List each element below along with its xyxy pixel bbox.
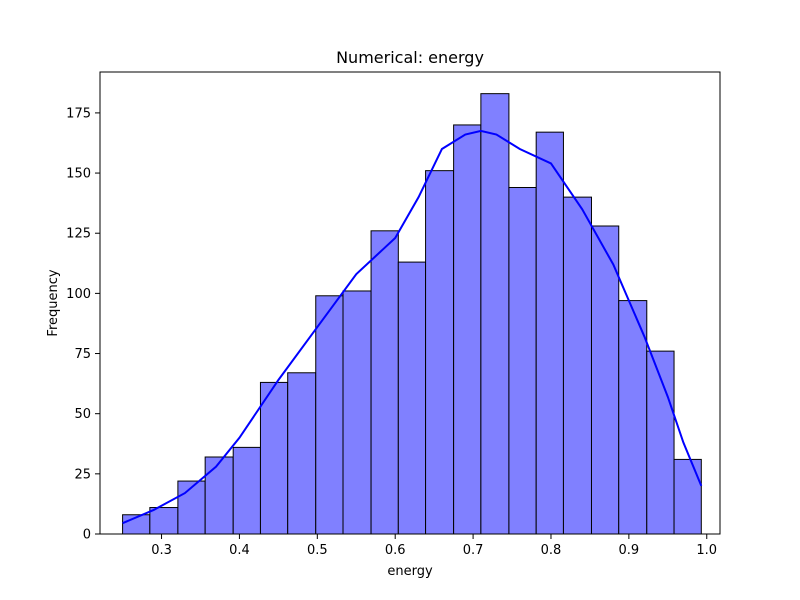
x-tick-label: 0.7 bbox=[463, 543, 484, 558]
histogram-bar bbox=[508, 187, 537, 535]
histogram-bar bbox=[590, 225, 620, 535]
histogram-bar bbox=[370, 230, 399, 535]
x-tick-label: 0.6 bbox=[385, 543, 406, 558]
y-tick-label: 50 bbox=[74, 407, 91, 422]
histogram-bar bbox=[177, 480, 206, 535]
histogram-bar bbox=[453, 124, 482, 535]
y-tick-label: 0 bbox=[83, 528, 91, 543]
chart-title: Numerical: energy bbox=[336, 48, 484, 67]
histogram-bar bbox=[232, 446, 261, 535]
histogram-bar bbox=[480, 93, 510, 535]
histogram-bar bbox=[315, 295, 344, 535]
x-axis-label: energy bbox=[387, 564, 433, 579]
histogram-bar bbox=[618, 300, 648, 535]
histogram-bar bbox=[535, 131, 564, 535]
x-tick-label: 1.0 bbox=[696, 543, 717, 558]
x-tick-label: 0.8 bbox=[541, 543, 562, 558]
histogram-bars bbox=[122, 93, 702, 535]
y-axis-ticks: 0 25 50 75 100 125 150 175 bbox=[66, 106, 100, 543]
y-tick-label: 175 bbox=[66, 106, 91, 121]
x-tick-label: 0.3 bbox=[151, 543, 172, 558]
x-tick-label: 0.4 bbox=[229, 543, 250, 558]
x-tick-label: 0.5 bbox=[307, 543, 328, 558]
y-tick-label: 100 bbox=[66, 287, 91, 302]
y-tick-label: 75 bbox=[74, 347, 91, 362]
y-tick-label: 25 bbox=[74, 467, 91, 482]
histogram-bar bbox=[342, 290, 372, 535]
y-tick-label: 150 bbox=[66, 167, 91, 182]
y-axis-label: Frequency bbox=[46, 269, 61, 336]
histogram-bar bbox=[287, 372, 317, 535]
x-axis-ticks: 0.3 0.4 0.5 0.6 0.7 0.8 0.9 1.0 bbox=[151, 534, 717, 558]
histogram-bar bbox=[204, 456, 234, 535]
histogram-bar bbox=[425, 170, 455, 535]
histogram-bar bbox=[562, 196, 592, 535]
y-tick-label: 125 bbox=[66, 227, 91, 242]
histogram-bar bbox=[397, 261, 427, 535]
histogram-bar bbox=[646, 350, 675, 535]
histogram-bar bbox=[673, 458, 702, 535]
x-tick-label: 0.9 bbox=[619, 543, 640, 558]
histogram-bar bbox=[259, 381, 289, 535]
histogram-bar bbox=[149, 507, 179, 535]
kde-curve bbox=[122, 129, 703, 525]
plot-area-frame bbox=[99, 71, 721, 535]
